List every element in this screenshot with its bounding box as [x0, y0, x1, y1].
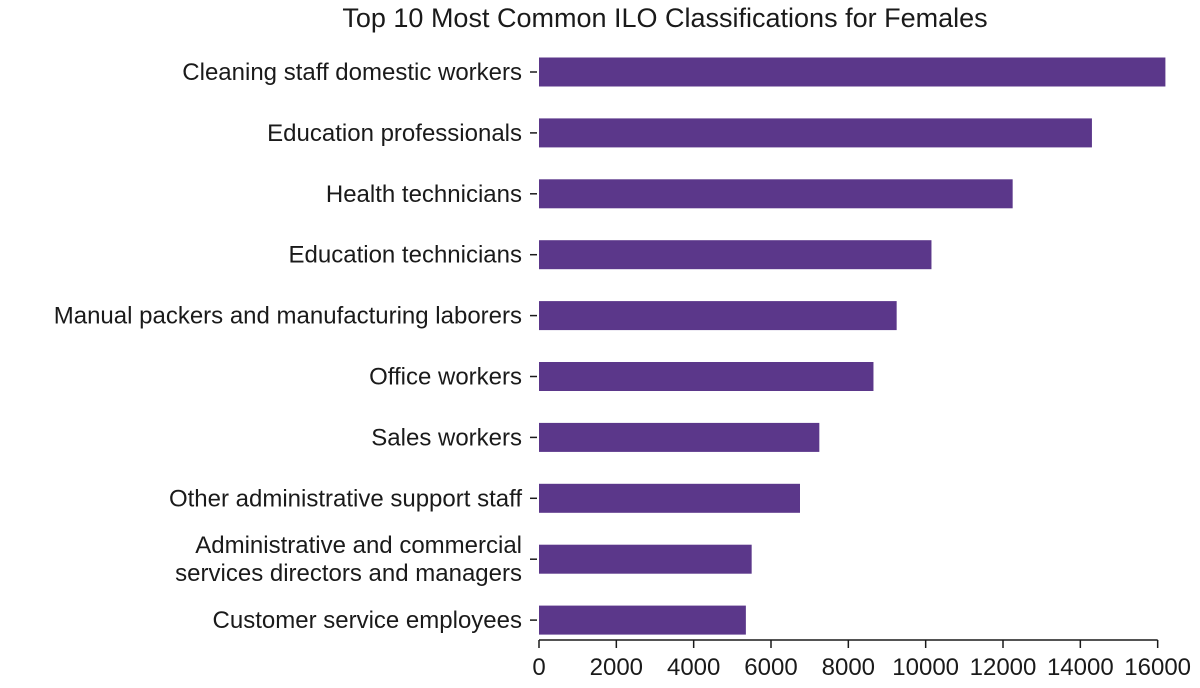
- x-axis: 0 2000 4000 6000 8000 10000 12000 14000 16000: [532, 639, 1191, 681]
- x-tick-label: 16000: [1124, 654, 1191, 681]
- bar-2: [539, 118, 1092, 148]
- bar-4: [539, 240, 932, 270]
- x-tick-label: 2000: [590, 654, 643, 681]
- y-tick-label: Sales workers: [371, 424, 522, 451]
- y-tick-label: Education technicians: [289, 242, 522, 269]
- chart-title: Top 10 Most Common ILO Classifications f…: [342, 3, 987, 33]
- bar-8: [539, 483, 800, 513]
- bar-9: [539, 544, 752, 574]
- y-tick-label: Education professionals: [267, 120, 522, 147]
- y-tick-label: Cleaning staff domestic workers: [182, 59, 522, 86]
- bar-6: [539, 362, 874, 391]
- bar-5: [539, 301, 897, 331]
- y-tick-label: Customer service employees: [213, 607, 522, 634]
- y-tick-label: Office workers: [369, 364, 522, 391]
- bar-10: [539, 605, 746, 635]
- bar-7: [539, 422, 820, 452]
- x-tick-label: 6000: [744, 654, 797, 681]
- x-tick-label: 10000: [892, 654, 959, 681]
- y-tick-label: Manual packers and manufacturing laborer…: [54, 303, 522, 330]
- y-axis: Cleaning staff domestic workers Education…: [54, 59, 537, 634]
- x-tick-label: 0: [532, 654, 545, 681]
- x-tick-label: 14000: [1047, 654, 1114, 681]
- bar-1: [539, 57, 1166, 87]
- x-tick-label: 4000: [667, 654, 720, 681]
- bars: [539, 57, 1166, 635]
- x-tick-label: 12000: [970, 654, 1037, 681]
- y-tick-label: Other administrative support staff: [169, 485, 522, 512]
- y-tick-label: Health technicians: [326, 181, 522, 208]
- y-tick-label: Administrative and commercial services di…: [175, 532, 522, 587]
- x-tick-label: 8000: [822, 654, 875, 681]
- bar-3: [539, 179, 1013, 209]
